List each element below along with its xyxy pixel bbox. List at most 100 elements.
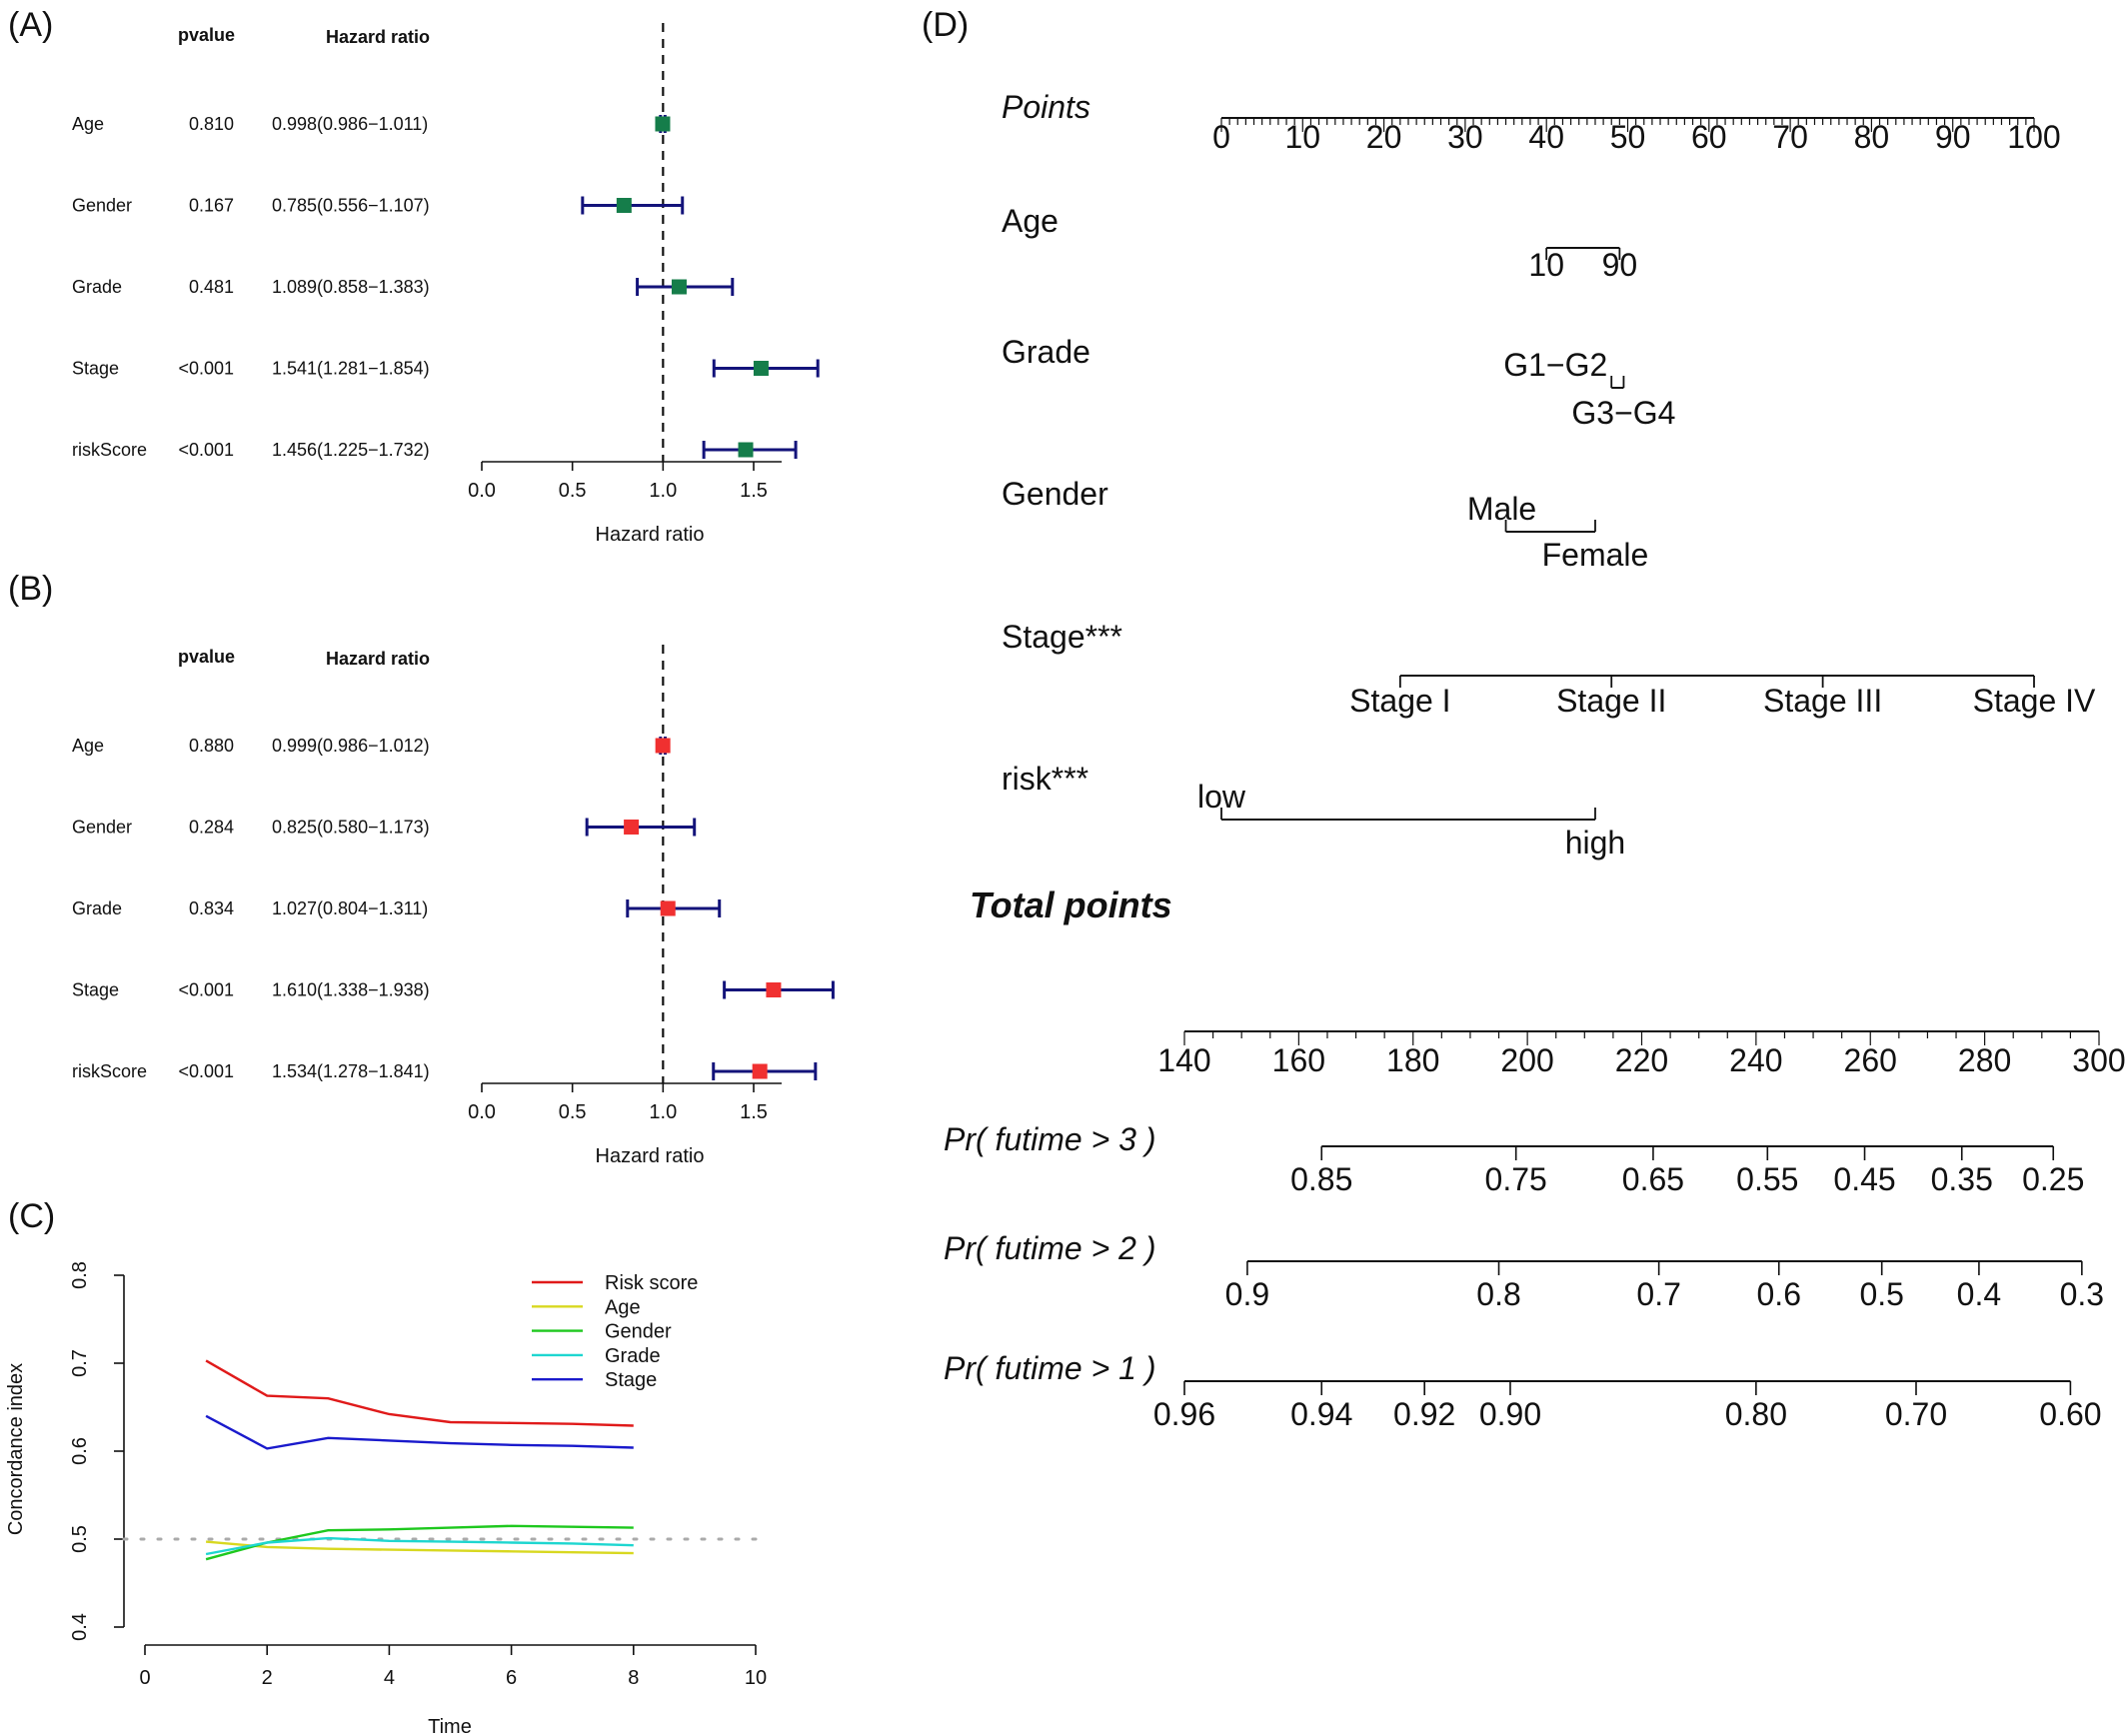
hr-marker — [624, 820, 640, 835]
row-hr-text: 0.998(0.986−1.011) — [272, 114, 428, 134]
x-tick-label: 0.5 — [559, 1101, 587, 1123]
x-tick-label: 1.0 — [649, 480, 677, 502]
points-tick-label: 30 — [1447, 119, 1483, 155]
probability-tick-label: 0.45 — [1833, 1161, 1895, 1197]
probability-tick-label: 0.60 — [2039, 1396, 2101, 1432]
probability-tick-label: 0.55 — [1736, 1161, 1798, 1197]
total-points-tick-label: 280 — [1958, 1042, 2011, 1078]
x-axis-label: Hazard ratio — [596, 524, 705, 546]
points-tick-label: 0 — [1212, 119, 1230, 155]
probability-tick-label: 0.8 — [1476, 1276, 1520, 1312]
total-points-tick-label: 220 — [1615, 1042, 1668, 1078]
total-points-tick-label: 200 — [1500, 1042, 1553, 1078]
panel-label-0: (A) — [8, 6, 53, 44]
x-tick-label: 1.5 — [740, 1101, 768, 1123]
series-line-risk-score — [205, 1359, 634, 1427]
variable-label: Gender — [1002, 476, 1108, 512]
points-tick-label: 50 — [1610, 119, 1646, 155]
total-points-label: Total points — [970, 884, 1172, 925]
row-pvalue: <0.001 — [178, 359, 234, 379]
level-label: low — [1197, 779, 1246, 815]
nomogram-row-grade: Grade G1−G2 G3−G4 — [1002, 334, 1675, 431]
probability-tick-label: 0.90 — [1479, 1396, 1541, 1432]
row-hr-text: 0.999(0.986−1.012) — [272, 736, 430, 756]
points-tick-label: 100 — [2007, 119, 2060, 155]
y-axis-label: Concordance index — [5, 1363, 27, 1535]
points-tick-label: 10 — [1285, 119, 1321, 155]
x-tick-label: 0 — [139, 1667, 150, 1689]
level-label: Male — [1467, 491, 1536, 527]
variable-label: Stage*** — [1002, 619, 1122, 655]
level-label: high — [1565, 825, 1626, 861]
total-points-tick-label: 240 — [1729, 1042, 1782, 1078]
legend-label: Gender — [605, 1321, 672, 1343]
probability-tick-label: 0.7 — [1636, 1276, 1680, 1312]
level-label: Female — [1542, 537, 1649, 573]
points-tick-label: 90 — [1935, 119, 1971, 155]
probability-tick-label: 0.6 — [1757, 1276, 1801, 1312]
forest-plot-a: pvalue Hazard ratio Age 0.810 0.998(0.986−1.… — [72, 23, 820, 546]
y-tick-label: 0.7 — [69, 1349, 91, 1377]
row-label: Age — [72, 114, 104, 134]
row-hr-text: 0.785(0.556−1.107) — [272, 196, 430, 216]
forest-plot-b: pvalue Hazard ratio Age 0.880 0.999(0.986−1.… — [72, 645, 835, 1167]
hr-marker — [753, 361, 769, 376]
nomogram-row-age: Age 10 90 — [1002, 203, 1637, 283]
probability-tick-label: 0.3 — [2060, 1276, 2104, 1312]
row-pvalue: 0.167 — [189, 196, 234, 216]
probability-label: Pr( futime > 2 ) — [944, 1230, 1156, 1266]
x-tick-label: 10 — [745, 1667, 767, 1689]
hr-marker — [660, 900, 676, 916]
series-line-stage — [205, 1414, 634, 1450]
probability-tick-label: 0.96 — [1153, 1396, 1215, 1432]
x-tick-label: 8 — [628, 1667, 639, 1689]
probability-tick-label: 0.85 — [1290, 1161, 1352, 1197]
y-tick-label: 0.6 — [69, 1437, 91, 1465]
points-tick-label: 60 — [1691, 119, 1727, 155]
x-tick-label: 2 — [262, 1667, 273, 1689]
x-tick-label: 0.0 — [468, 480, 496, 502]
row-pvalue: 0.810 — [189, 114, 234, 134]
probability-tick-label: 0.25 — [2022, 1161, 2084, 1197]
probability-scale-2: Pr( futime > 2 ) 0.9 0.8 0.7 0.6 0.5 0.4 0.3 — [944, 1230, 2104, 1312]
hazard-ratio-header: Hazard ratio — [326, 27, 430, 47]
row-pvalue: 0.284 — [189, 818, 234, 838]
row-label: riskScore — [72, 440, 147, 460]
nomogram-row-risk: risk*** low high — [1002, 761, 1625, 861]
row-label: Gender — [72, 196, 132, 216]
hr-marker — [655, 738, 671, 754]
total-points-tick-label: 140 — [1157, 1042, 1210, 1078]
probability-tick-label: 0.5 — [1859, 1276, 1903, 1312]
pvalue-header: pvalue — [178, 647, 235, 667]
x-tick-label: 1.0 — [649, 1101, 677, 1123]
level-label: G3−G4 — [1571, 395, 1675, 431]
row-pvalue: 0.834 — [189, 898, 234, 918]
row-label: riskScore — [72, 1061, 147, 1081]
row-label: Grade — [72, 898, 122, 918]
variable-label: risk*** — [1002, 761, 1088, 797]
hr-marker — [616, 198, 632, 213]
concordance-chart: 0.4 0.5 0.6 0.7 0.8 0 2 4 6 8 10 Time Concordance in… — [5, 1261, 772, 1736]
probability-scale-3: Pr( futime > 3 ) 0.85 0.75 0.65 0.55 0.45 0.35… — [944, 1121, 2084, 1197]
row-label: Stage — [72, 359, 119, 379]
level-label: Stage I — [1349, 683, 1450, 719]
probability-tick-label: 0.9 — [1225, 1276, 1269, 1312]
level-label: Stage IV — [1973, 683, 2096, 719]
level-label: Stage III — [1763, 683, 1882, 719]
panel-label-3: (D) — [922, 6, 969, 44]
level-label: 10 — [1528, 247, 1564, 283]
hr-marker — [655, 116, 671, 132]
row-label: Age — [72, 736, 104, 756]
probability-tick-label: 0.35 — [1931, 1161, 1993, 1197]
x-tick-label: 4 — [384, 1667, 395, 1689]
row-pvalue: 0.481 — [189, 277, 234, 297]
probability-scale-1: Pr( futime > 1 ) 0.96 0.94 0.92 0.90 0.80 0.70… — [944, 1350, 2102, 1432]
series-line-grade — [205, 1536, 634, 1556]
x-tick-label: 0.5 — [559, 480, 587, 502]
variable-label: Age — [1002, 203, 1059, 239]
row-hr-text: 1.541(1.281−1.854) — [272, 359, 430, 379]
x-tick-label: 6 — [506, 1667, 517, 1689]
hr-marker — [766, 982, 782, 997]
